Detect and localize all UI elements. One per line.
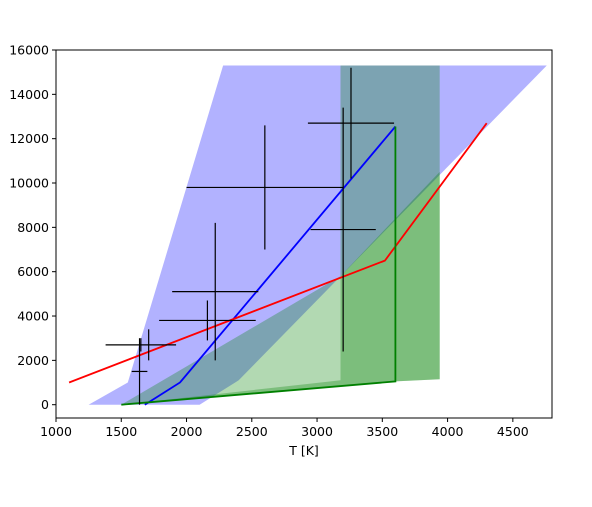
x-tick-label: 1000 (40, 424, 72, 439)
x-axis-label: T [K] (288, 443, 319, 458)
shaded-region-3 (121, 171, 440, 405)
error-point-1 (131, 338, 148, 405)
x-tick-label: 2000 (171, 424, 203, 439)
plot-frame (55, 49, 553, 419)
x-tick-label: 3000 (301, 424, 333, 439)
x-tick-label: 2500 (236, 424, 268, 439)
series-line-3 (121, 126, 397, 406)
y-tick-label: 10000 (9, 176, 49, 191)
x-tick-label: 4000 (432, 424, 464, 439)
error-point-8 (307, 67, 395, 179)
y-axis: 0 2000 4000 6000 8000 10000 12000 14000 16000 (9, 43, 56, 412)
error-bars (105, 67, 395, 405)
series-lines (68, 122, 488, 406)
shaded-region-2 (121, 65, 440, 405)
x-tick-label: 3500 (366, 424, 398, 439)
y-tick-label: 2000 (17, 353, 49, 368)
y-tick-label: 8000 (17, 220, 49, 235)
y-tick-label: 0 (41, 397, 49, 412)
y-tick-label: 4000 (17, 309, 49, 324)
x-axis: 1000 1500 2000 2500 3000 3500 4000 4500 (40, 418, 529, 439)
y-tick-label: 12000 (9, 131, 49, 146)
shaded-regions (88, 65, 547, 405)
error-point-7 (310, 107, 376, 352)
error-point-6 (186, 125, 344, 250)
x-tick-label: 1500 (105, 424, 137, 439)
y-tick-label: 6000 (17, 264, 49, 279)
error-point-2 (105, 338, 177, 352)
y-tick-label: 14000 (9, 87, 49, 102)
x-tick-label: 4500 (497, 424, 529, 439)
series-line-2 (68, 122, 488, 384)
error-point-4 (159, 300, 256, 341)
series-line-1 (144, 125, 397, 406)
y-tick-label: 16000 (9, 43, 49, 58)
error-point-5 (172, 222, 259, 361)
